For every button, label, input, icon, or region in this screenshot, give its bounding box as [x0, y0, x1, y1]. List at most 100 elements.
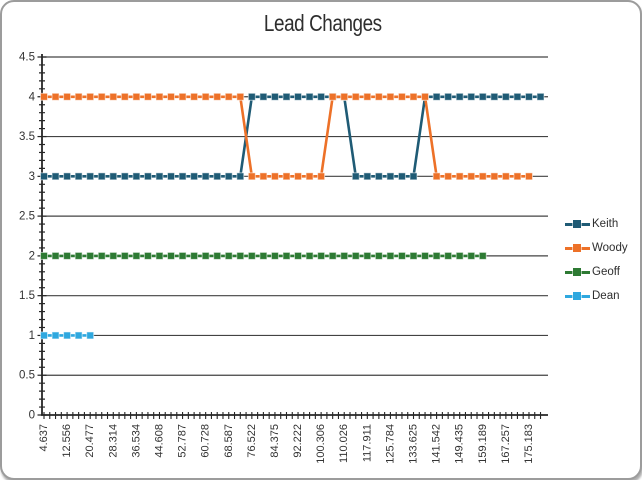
series-marker	[444, 251, 453, 260]
series-marker	[455, 92, 464, 101]
legend-line-icon	[565, 219, 590, 228]
series-marker	[270, 251, 279, 260]
series-marker	[409, 92, 418, 101]
series-marker	[86, 331, 95, 340]
series-marker	[317, 92, 326, 101]
y-tick-label: 0.5	[19, 370, 35, 382]
series-marker	[282, 251, 291, 260]
series-marker	[201, 92, 210, 101]
x-tick-label: 76.522	[246, 424, 258, 458]
series-marker	[282, 92, 291, 101]
series-marker	[201, 172, 210, 181]
series-marker	[224, 251, 233, 260]
y-tick-label: 2	[29, 250, 35, 262]
legend-item-woody: Woody	[565, 240, 628, 256]
x-tick-label: 28.314	[107, 424, 119, 458]
series-marker	[155, 251, 164, 260]
series-marker	[270, 172, 279, 181]
series-marker	[178, 92, 187, 101]
y-tick-label: 4	[29, 91, 36, 103]
series-marker	[74, 92, 83, 101]
series-marker	[40, 172, 48, 181]
series-marker	[51, 331, 60, 340]
series-marker	[386, 251, 395, 260]
series-marker	[63, 172, 72, 181]
series-marker	[132, 172, 141, 181]
legend-marker-icon	[573, 219, 581, 228]
series-marker	[120, 251, 129, 260]
y-tick-label: 3	[29, 171, 35, 183]
series-marker	[213, 172, 222, 181]
series-marker	[224, 172, 233, 181]
y-tick-label: 0	[29, 410, 35, 422]
series-marker	[490, 92, 499, 101]
series-marker	[259, 92, 268, 101]
x-tick-label: 36.534	[130, 424, 142, 458]
series-marker	[490, 172, 499, 181]
series-marker	[351, 92, 360, 101]
series-marker	[74, 331, 83, 340]
x-tick-label: 117.911	[361, 424, 373, 462]
y-tick-label: 3.5	[19, 131, 35, 143]
series-marker	[74, 251, 83, 260]
series-marker	[236, 251, 245, 260]
x-tick-label: 52.787	[177, 424, 189, 458]
series-marker	[340, 92, 349, 101]
series-marker	[109, 172, 118, 181]
series-marker	[467, 172, 476, 181]
series-marker	[501, 92, 510, 101]
series-marker	[409, 251, 418, 260]
series-marker	[513, 172, 522, 181]
legend-line-icon	[565, 291, 590, 300]
series-marker	[63, 331, 72, 340]
series-marker	[167, 172, 176, 181]
series-marker	[120, 92, 129, 101]
series-marker	[340, 251, 349, 260]
series-marker	[120, 172, 129, 181]
series-marker	[501, 172, 510, 181]
legend-label: Dean	[592, 290, 620, 302]
series-marker	[294, 172, 303, 181]
legend-marker-icon	[573, 291, 581, 300]
series-marker	[40, 331, 48, 340]
series-marker	[432, 92, 441, 101]
series-marker	[478, 92, 487, 101]
series-marker	[167, 92, 176, 101]
series-marker	[397, 172, 406, 181]
legend-line-icon	[565, 243, 590, 252]
series-marker	[86, 92, 95, 101]
series-marker	[190, 251, 199, 260]
series-marker	[305, 251, 314, 260]
legend-label: Woody	[592, 242, 628, 254]
series-marker	[143, 251, 152, 260]
series-marker	[467, 251, 476, 260]
series-marker	[524, 172, 533, 181]
series-marker	[63, 92, 72, 101]
series-marker	[190, 92, 199, 101]
x-tick-label: 133.625	[408, 424, 420, 464]
series-marker	[247, 92, 256, 101]
y-tick-label: 2.5	[19, 211, 35, 223]
series-marker	[374, 172, 383, 181]
series-marker	[51, 251, 60, 260]
legend-label: Keith	[592, 218, 619, 230]
series-marker	[247, 172, 256, 181]
series-marker	[86, 251, 95, 260]
series-marker	[40, 251, 48, 260]
series-marker	[513, 92, 522, 101]
legend-marker-icon	[573, 267, 581, 276]
y-tick-label: 4.5	[19, 52, 35, 64]
series-marker	[132, 92, 141, 101]
series-marker	[236, 92, 245, 101]
y-tick-label: 1.5	[19, 290, 35, 302]
series-marker	[236, 172, 245, 181]
series-marker	[74, 172, 83, 181]
series-marker	[294, 251, 303, 260]
series-marker	[40, 92, 48, 101]
series-marker	[294, 92, 303, 101]
series-marker	[51, 172, 60, 181]
series-marker	[351, 172, 360, 181]
series-marker	[201, 251, 210, 260]
y-tick-label: 1	[29, 330, 35, 342]
